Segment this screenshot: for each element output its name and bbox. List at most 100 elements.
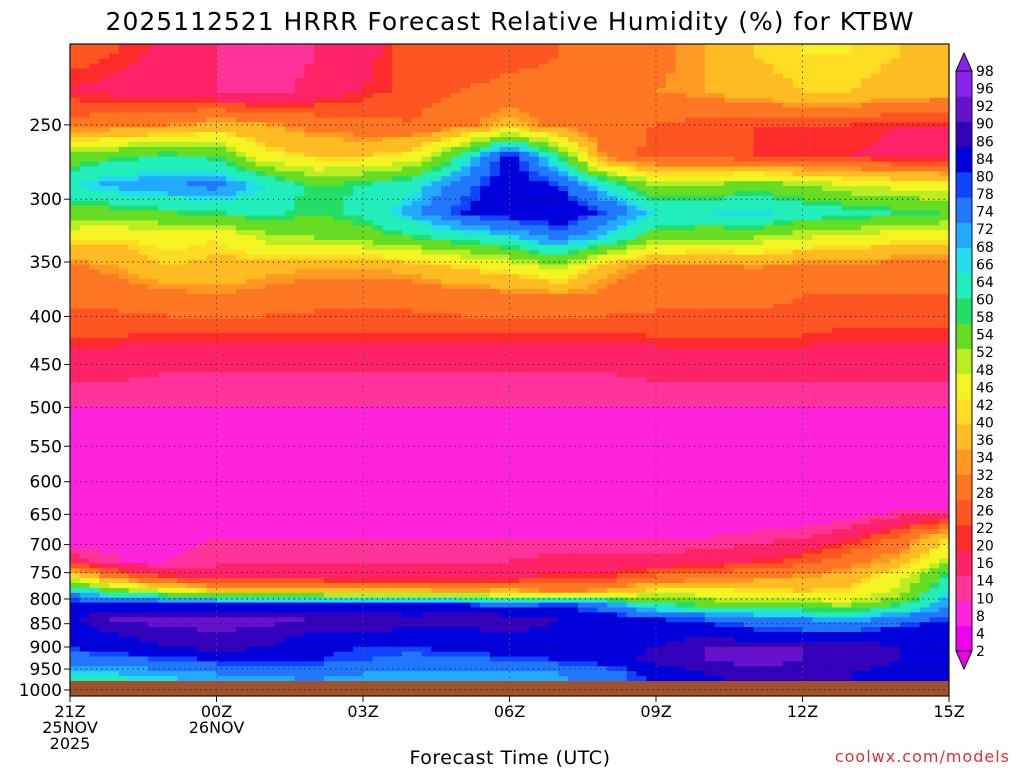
rh-cell <box>587 112 598 119</box>
rh-cell <box>245 289 257 295</box>
rh-cell <box>685 142 696 148</box>
rh-cell <box>607 176 618 182</box>
rh-cell <box>441 210 452 217</box>
rh-cell <box>646 191 657 197</box>
rh-cell <box>382 176 393 182</box>
rh-cell <box>489 166 501 172</box>
rh-cell <box>236 289 247 295</box>
rh-cell <box>890 176 901 182</box>
rh-cell <box>646 308 657 315</box>
rh-cell <box>372 220 384 226</box>
rh-cell <box>255 274 266 280</box>
rh-cell <box>275 220 286 226</box>
rh-cell <box>421 244 432 251</box>
rh-cell <box>392 240 403 246</box>
rh-cell <box>929 137 940 143</box>
rh-cell <box>577 107 589 114</box>
rh-cell <box>675 215 686 221</box>
rh-cell <box>480 176 491 182</box>
rh-cell <box>929 279 940 285</box>
rh-cell <box>929 289 940 295</box>
rh-cell <box>665 205 677 212</box>
rh-cell <box>265 53 276 60</box>
rh-cell <box>880 112 891 119</box>
rh-cell <box>568 176 579 182</box>
rh-cell <box>724 151 735 158</box>
rh-cell <box>70 195 81 202</box>
rh-cell <box>167 161 179 168</box>
rh-cell <box>890 215 901 221</box>
rh-cell <box>255 132 266 138</box>
rh-cell <box>79 284 91 290</box>
rh-cell <box>323 68 335 74</box>
rh-cell <box>724 220 735 226</box>
rh-cell <box>177 308 188 315</box>
rh-cell <box>587 249 598 256</box>
rh-cell <box>509 240 520 246</box>
rh-cell <box>216 48 227 55</box>
rh-cell <box>734 210 745 217</box>
rh-cell <box>880 88 891 94</box>
rh-cell <box>402 254 413 261</box>
rh-cell <box>597 107 608 114</box>
rh-cell <box>470 191 481 197</box>
rh-cell <box>275 73 286 79</box>
rh-cell <box>802 259 813 266</box>
rh-cell <box>919 117 931 123</box>
rh-cell <box>314 151 325 158</box>
rh-cell <box>890 132 901 138</box>
rh-cell <box>441 308 452 315</box>
rh-cell <box>763 259 774 266</box>
rh-cell <box>109 107 120 114</box>
rh-cell <box>753 230 765 236</box>
rh-cell <box>304 171 315 177</box>
rh-cell <box>314 293 325 300</box>
rh-cell <box>157 48 169 55</box>
rh-cell <box>597 259 608 266</box>
rh-cell <box>519 235 530 241</box>
rh-cell <box>245 313 257 319</box>
rh-cell <box>939 88 949 94</box>
rh-cell <box>577 249 589 256</box>
rh-cell <box>734 53 745 60</box>
rh-cell <box>509 171 520 177</box>
rh-cell <box>831 161 843 168</box>
rh-cell <box>157 284 169 290</box>
rh-cell <box>196 225 208 231</box>
rh-cell <box>734 132 745 138</box>
rh-cell <box>861 107 872 114</box>
rh-cell <box>861 161 872 168</box>
rh-cell <box>323 195 335 202</box>
rh-cell <box>79 289 91 295</box>
rh-cell <box>138 127 149 133</box>
rh-cell <box>714 142 725 148</box>
rh-cell <box>607 289 618 295</box>
rh-cell <box>939 83 949 89</box>
rh-cell <box>157 176 169 182</box>
rh-cell <box>753 97 765 104</box>
rh-cell <box>822 240 833 246</box>
rh-cell <box>724 225 735 231</box>
rh-cell <box>519 303 530 310</box>
rh-cell <box>118 313 130 319</box>
rh-cell <box>167 166 179 172</box>
rh-cell <box>714 107 725 114</box>
rh-cell <box>626 279 638 285</box>
rh-cell <box>157 53 169 60</box>
rh-cell <box>763 181 774 187</box>
rh-cell <box>792 48 804 55</box>
rh-cell <box>773 244 784 251</box>
rh-cell <box>499 63 511 70</box>
rh-cell <box>773 117 784 123</box>
rh-cell <box>538 191 550 197</box>
rh-cell <box>460 166 472 172</box>
rh-cell <box>284 127 296 133</box>
rh-cell <box>323 93 335 99</box>
rh-cell <box>763 166 774 172</box>
rh-cell <box>343 293 354 300</box>
rh-cell <box>138 205 149 212</box>
rh-cell <box>489 161 501 168</box>
rh-cell <box>255 205 266 212</box>
rh-cell <box>99 235 110 241</box>
rh-cell <box>70 254 81 261</box>
